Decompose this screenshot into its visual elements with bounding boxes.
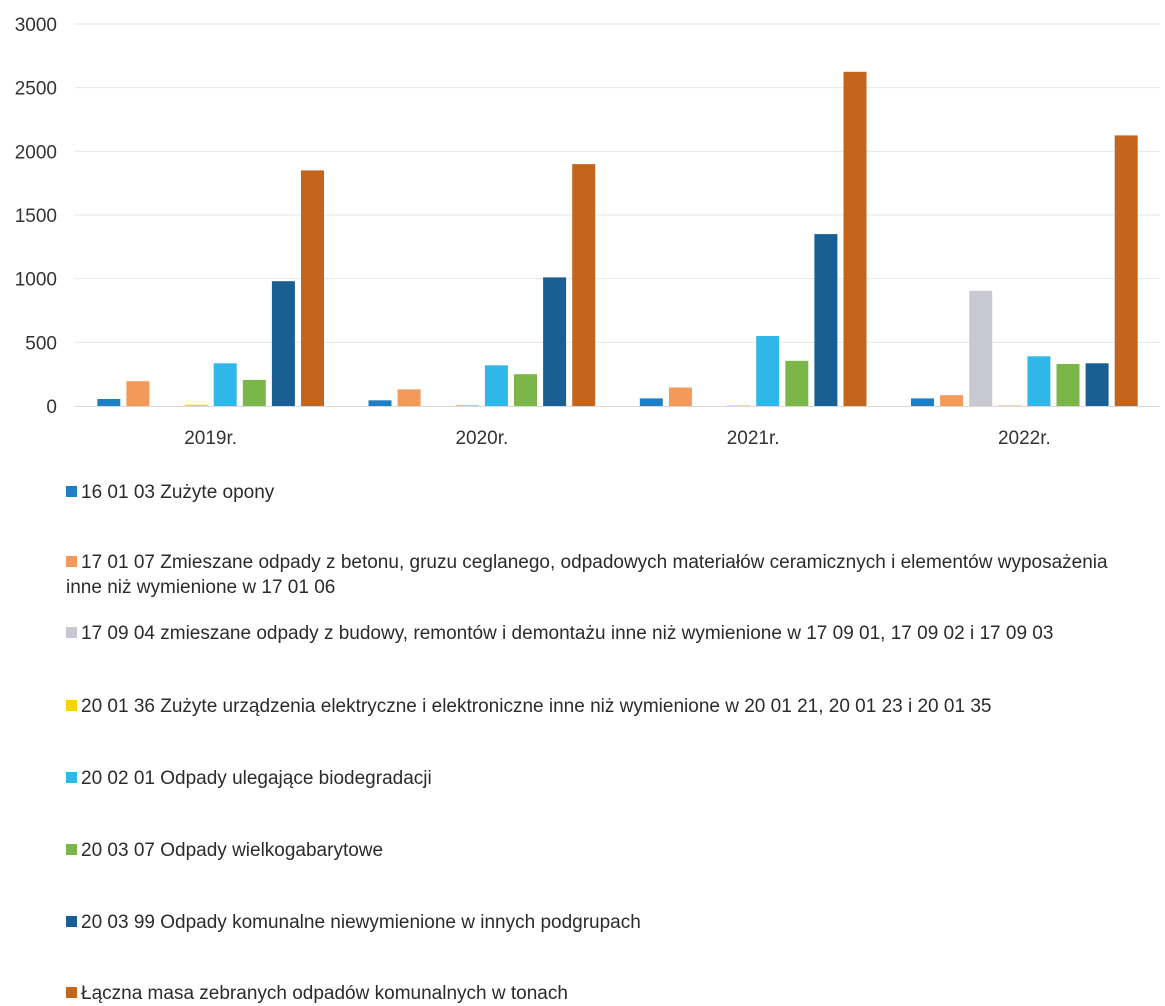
legend-item: 17 09 04 zmieszane odpady z budowy, remo… xyxy=(66,621,1126,646)
legend-swatch xyxy=(66,556,77,567)
y-axis-ticks: 0 500 1000 1500 2000 2500 3000 xyxy=(15,15,57,418)
bar-0-3 xyxy=(184,404,208,406)
bar-0-0 xyxy=(97,399,121,406)
x-category-label: 2020r. xyxy=(455,428,508,449)
bar-1-6 xyxy=(543,277,567,406)
bar-0-6 xyxy=(271,281,295,406)
gridlines xyxy=(75,23,1160,407)
bar-3-6 xyxy=(1085,363,1109,406)
bar-1-1 xyxy=(397,389,421,406)
bar-3-0 xyxy=(911,398,934,406)
bar-3-3 xyxy=(998,405,1022,406)
legend-label: 17 09 04 zmieszane odpady z budowy, remo… xyxy=(81,623,1054,644)
legend-swatch xyxy=(66,700,77,711)
legend-item: 20 02 01 Odpady ulegające biodegradacji xyxy=(66,766,1126,791)
x-category-label: 2022r. xyxy=(998,428,1051,449)
legend-swatch xyxy=(66,772,77,783)
bar-0-7 xyxy=(301,170,324,406)
bars xyxy=(97,71,1138,407)
legend-label: 20 02 01 Odpady ulegające biodegradacji xyxy=(81,768,432,789)
legend-item: 20 03 07 Odpady wielkogabarytowe xyxy=(66,838,1126,863)
legend-item: 20 01 36 Zużyte urządzenia elektryczne i… xyxy=(66,694,1126,719)
bar-2-7 xyxy=(843,71,867,407)
bar-3-5 xyxy=(1056,364,1080,406)
legend-item: Łączna masa zebranych odpadów komunalnyc… xyxy=(66,981,1126,1006)
bar-3-7 xyxy=(1114,135,1138,406)
y-tick-label: 2000 xyxy=(15,142,57,163)
legend-label: 20 01 36 Zużyte urządzenia elektryczne i… xyxy=(81,696,992,717)
bar-3-4 xyxy=(1027,356,1051,406)
bar-3-1 xyxy=(940,395,964,406)
bar-0-1 xyxy=(126,381,150,406)
bar-1-7 xyxy=(572,164,596,406)
y-tick-label: 500 xyxy=(25,333,57,354)
bar-1-5 xyxy=(514,374,537,406)
y-tick-label: 0 xyxy=(46,397,57,418)
legend-swatch xyxy=(66,627,77,638)
x-axis-categories: 2019r. 2020r. 2021r. 2022r. xyxy=(184,428,1051,449)
legend-label: 17 01 07 Zmieszane odpady z betonu, gruz… xyxy=(66,552,1108,598)
bar-1-3 xyxy=(455,405,479,406)
bar-2-5 xyxy=(785,360,809,406)
y-tick-label: 3000 xyxy=(15,15,57,36)
y-tick-label: 2500 xyxy=(15,79,57,100)
bar-0-5 xyxy=(242,379,266,406)
legend-label: 20 03 07 Odpady wielkogabarytowe xyxy=(81,840,384,861)
legend-swatch xyxy=(66,486,77,497)
legend-item: 16 01 03 Zużyte opony xyxy=(66,480,1126,505)
y-tick-label: 1000 xyxy=(15,270,57,291)
legend-swatch xyxy=(66,916,77,927)
legend-label: 16 01 03 Zużyte opony xyxy=(81,482,275,503)
legend-item: 20 03 99 Odpady komunalne niewymienione … xyxy=(66,910,1126,935)
bar-1-0 xyxy=(368,400,392,406)
legend-label: Łączna masa zebranych odpadów komunalnyc… xyxy=(81,983,568,1004)
legend-swatch xyxy=(66,844,77,855)
legend-swatch xyxy=(66,987,77,998)
legend-item: 17 01 07 Zmieszane odpady z betonu, gruz… xyxy=(66,550,1126,600)
bar-chart: 0 500 1000 1500 2000 2500 3000 2019r. 2020r. 202… xyxy=(15,15,1160,449)
y-tick-label: 1500 xyxy=(15,206,57,227)
x-category-label: 2019r. xyxy=(184,428,237,449)
x-category-label: 2021r. xyxy=(727,428,780,449)
bar-2-0 xyxy=(639,398,663,406)
legend-label: 20 03 99 Odpady komunalne niewymienione … xyxy=(81,912,641,933)
bar-2-4 xyxy=(756,336,780,406)
bar-1-4 xyxy=(484,365,508,406)
bar-3-2 xyxy=(969,290,993,406)
bar-2-3 xyxy=(727,405,751,406)
bar-2-6 xyxy=(814,234,838,406)
bar-0-4 xyxy=(213,363,237,406)
bar-2-1 xyxy=(668,387,692,406)
